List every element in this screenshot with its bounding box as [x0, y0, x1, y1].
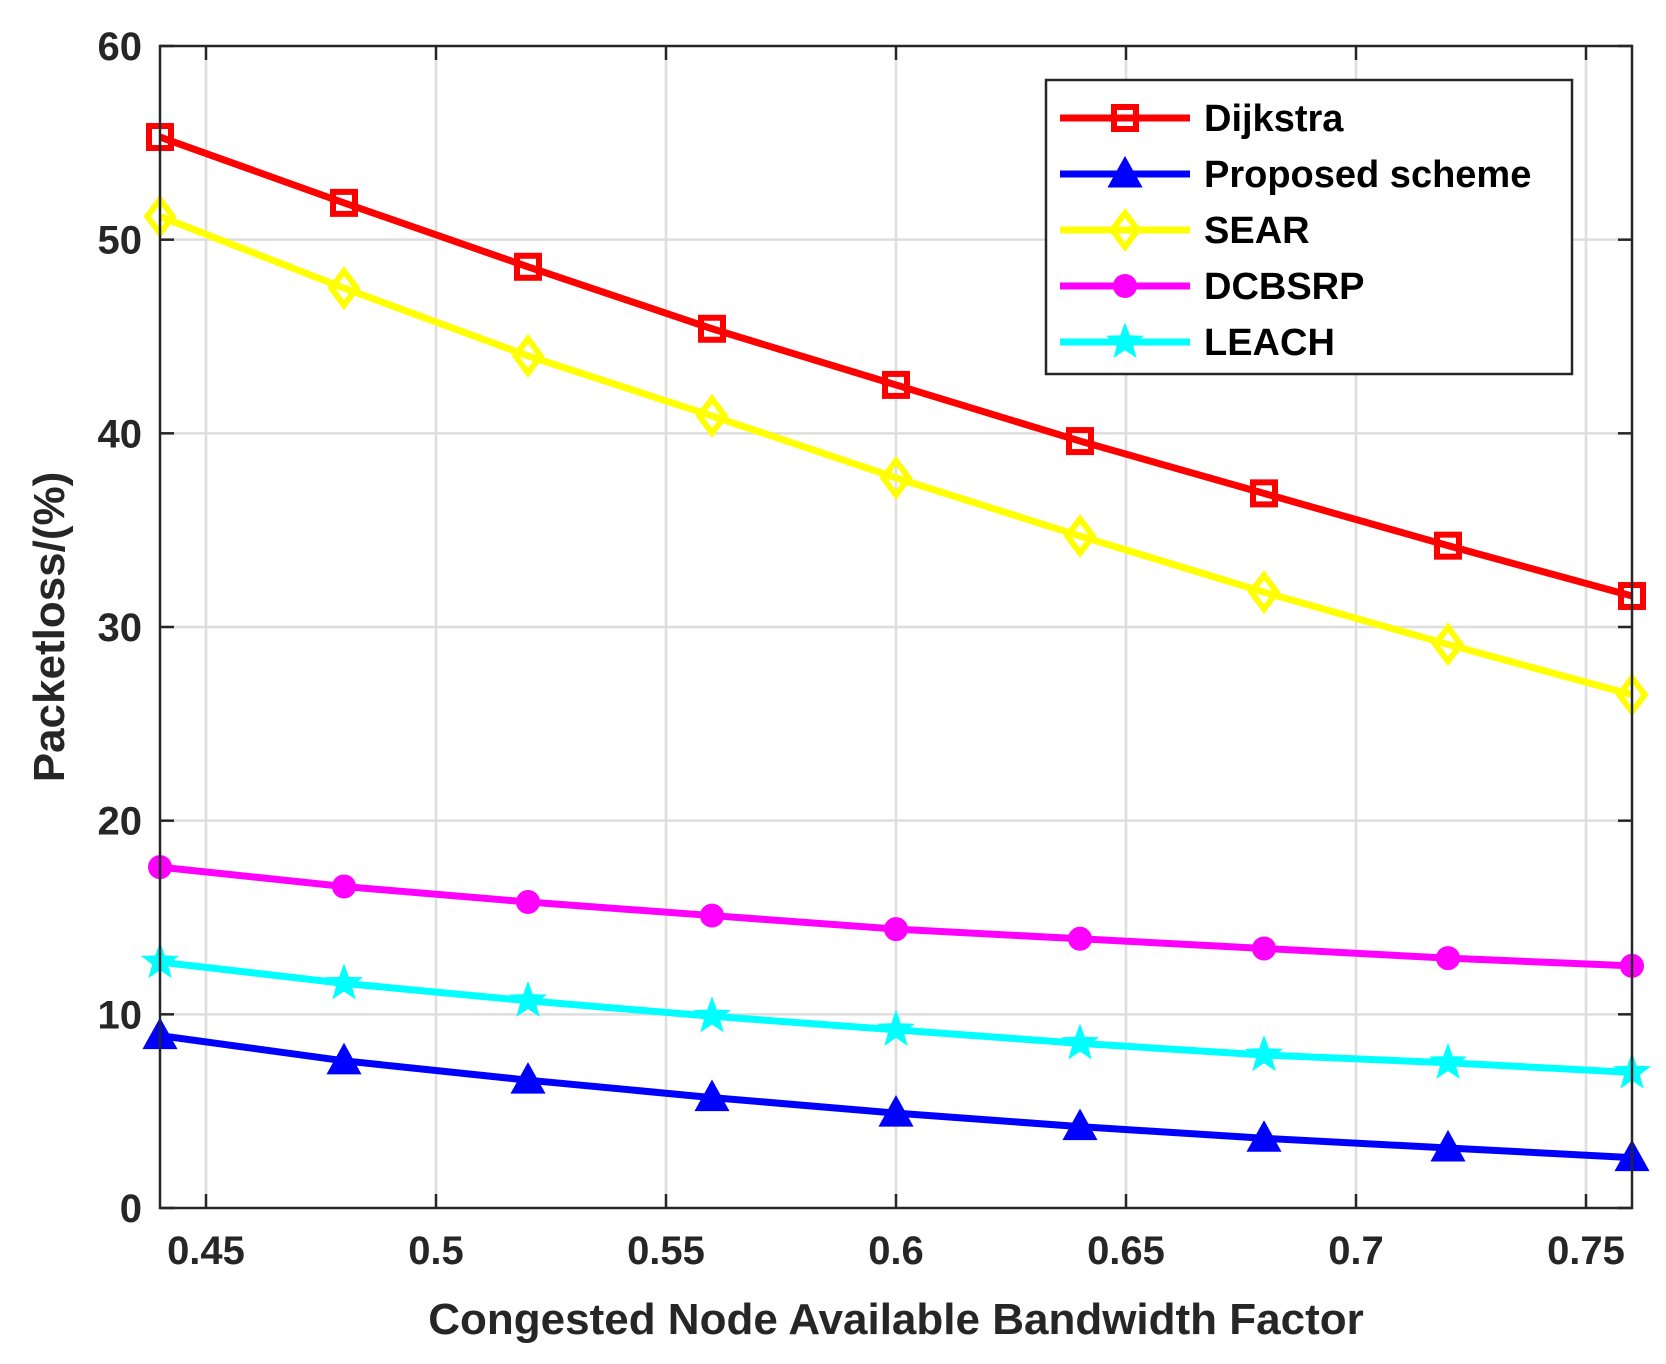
y-tick-label: 20	[98, 800, 143, 844]
data-point-proposed-scheme	[510, 1062, 546, 1094]
data-point-leach	[1429, 1042, 1467, 1079]
x-tick-label: 0.7	[1328, 1229, 1384, 1273]
legend-marker-proposed-scheme	[1107, 155, 1143, 188]
y-tick-label: 60	[98, 25, 143, 69]
legend-marker-sear	[1108, 208, 1142, 252]
series-dijkstra	[146, 123, 1646, 611]
data-point-proposed-scheme	[1062, 1108, 1098, 1141]
y-tick-label: 0	[120, 1187, 142, 1231]
legend-item-sear[interactable]: SEAR	[1060, 208, 1310, 252]
data-point-dcbsrp	[516, 890, 540, 915]
data-point-leach	[1245, 1035, 1283, 1072]
series-sear	[143, 194, 1649, 717]
y-tick-label: 10	[98, 993, 143, 1037]
legend-marker-dcbsrp	[1113, 274, 1137, 298]
data-point-sear	[879, 455, 913, 500]
series-leach	[141, 942, 1651, 1089]
x-tick-label: 0.75	[1547, 1229, 1625, 1273]
legend-marker-leach	[1106, 322, 1144, 359]
data-point-proposed-scheme	[1246, 1120, 1282, 1152]
legend-item-dcbsrp[interactable]: DCBSRP	[1060, 266, 1364, 308]
legend-label-dcbsrp: DCBSRP	[1204, 266, 1364, 308]
x-tick-label: 0.45	[167, 1229, 245, 1273]
x-tick-label: 0.5	[408, 1229, 464, 1273]
data-point-leach	[1061, 1023, 1099, 1060]
data-point-sear	[1431, 622, 1465, 667]
x-tick-label: 0.6	[868, 1229, 924, 1273]
data-point-dijkstra	[882, 370, 910, 399]
ticks: 0.45 0.5 0.55 0.6 0.65 0.7 0.75 0 10 20 30 40 50 60	[98, 25, 1632, 1273]
legend[interactable]: Dijkstra Proposed scheme SEAR DCBSRP LEACH	[1044, 78, 1574, 376]
y-tick-label: 40	[98, 412, 143, 456]
data-point-dijkstra	[1250, 479, 1278, 508]
data-point-dijkstra	[1434, 531, 1462, 560]
legend-label-dijkstra: Dijkstra	[1204, 98, 1344, 140]
data-point-proposed-scheme	[694, 1079, 730, 1112]
data-point-sear	[327, 266, 361, 311]
legend-label-leach: LEACH	[1204, 322, 1335, 364]
data-point-dijkstra	[1066, 427, 1094, 456]
data-point-leach	[509, 980, 547, 1017]
series-layer	[141, 123, 1651, 1172]
data-point-leach	[877, 1009, 915, 1046]
data-point-dcbsrp	[332, 874, 356, 899]
data-point-sear	[1063, 513, 1097, 558]
legend-label-proposed-scheme: Proposed scheme	[1204, 154, 1531, 196]
legend-marker-dijkstra	[1111, 104, 1139, 132]
data-point-leach	[325, 963, 363, 1000]
y-tick-label: 50	[98, 219, 143, 263]
data-point-dcbsrp	[1436, 946, 1460, 971]
data-point-dcbsrp	[1068, 926, 1092, 951]
legend-item-leach[interactable]: LEACH	[1060, 322, 1335, 364]
data-point-dcbsrp	[700, 903, 724, 928]
data-point-dijkstra	[698, 314, 726, 343]
data-point-proposed-scheme	[878, 1095, 914, 1127]
data-point-sear	[1247, 570, 1281, 615]
series-line-dijkstra	[158, 133, 1633, 600]
data-point-sear	[511, 333, 545, 378]
data-point-dijkstra	[514, 252, 542, 281]
data-point-leach	[693, 996, 731, 1033]
legend-item-proposed-scheme[interactable]: Proposed scheme	[1060, 154, 1531, 196]
data-point-dcbsrp	[1252, 936, 1276, 961]
data-point-proposed-scheme	[1430, 1129, 1466, 1162]
series-line-sear	[158, 213, 1633, 699]
data-point-sear	[695, 393, 729, 438]
data-point-dijkstra	[330, 188, 358, 217]
series-dcbsrp	[148, 855, 1644, 978]
y-tick-label: 30	[98, 606, 143, 650]
data-point-proposed-scheme	[326, 1042, 362, 1075]
data-point-dcbsrp	[884, 917, 908, 942]
legend-label-sear: SEAR	[1204, 210, 1310, 252]
x-axis-label: Congested Node Available Bandwidth Facto…	[428, 1295, 1364, 1344]
x-tick-label: 0.55	[627, 1229, 705, 1273]
legend-item-dijkstra[interactable]: Dijkstra	[1060, 98, 1344, 140]
y-axis-label: Packetloss/(%)	[25, 472, 74, 783]
x-tick-label: 0.65	[1087, 1229, 1165, 1273]
